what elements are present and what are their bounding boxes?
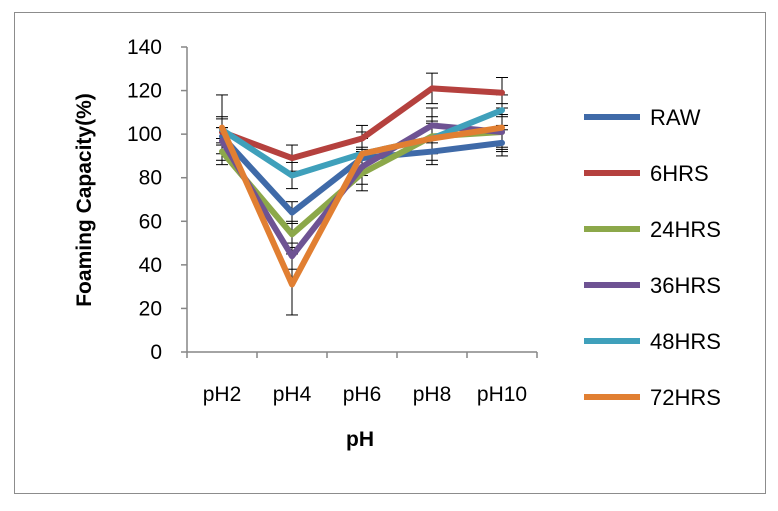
legend-label: 36HRS: [650, 273, 721, 298]
series-line-6hrs: [219, 85, 505, 162]
y-axis-title: Foaming Capacity(%): [73, 93, 96, 307]
legend-item: 6HRS: [584, 161, 709, 186]
x-tick-label: pH6: [343, 383, 382, 406]
legend-item: RAW: [584, 105, 701, 130]
legend-item: 48HRS: [584, 329, 721, 354]
series-line-72hrs: [219, 124, 505, 288]
series-lines: [219, 85, 505, 288]
legend-item: 72HRS: [584, 385, 721, 410]
y-tick-label: 0: [150, 341, 162, 364]
x-tick-label: pH10: [477, 383, 527, 406]
x-tick-label: pH2: [203, 383, 242, 406]
legend-label: 48HRS: [650, 329, 721, 354]
legend-label: 24HRS: [650, 217, 721, 242]
legend-label: 6HRS: [650, 161, 709, 186]
y-tick-label: 80: [139, 167, 162, 190]
legend-item: 24HRS: [584, 217, 721, 242]
y-tick-label: 60: [139, 210, 162, 233]
legend-label: RAW: [650, 105, 701, 130]
x-tick-label: pH4: [273, 383, 312, 406]
legend-label: 72HRS: [650, 385, 721, 410]
chart-frame: [14, 12, 766, 494]
x-tick-label: pH8: [413, 383, 452, 406]
y-tick-label: 140: [127, 36, 162, 59]
x-axis: pH2 pH4 pH6 pH8 pH10: [186, 351, 538, 406]
legend-item: 36HRS: [584, 273, 721, 298]
y-tick-label: 40: [139, 254, 162, 277]
legend: RAW 6HRS 24HRS 36HRS 48HRS 72HRS: [584, 105, 721, 410]
x-axis-title: pH: [346, 428, 374, 451]
y-tick-label: 120: [127, 80, 162, 103]
y-tick-label: 20: [139, 297, 162, 320]
y-axis: 0 20 40 60 80 100 120 140: [127, 36, 188, 364]
y-tick-label: 100: [127, 123, 162, 146]
